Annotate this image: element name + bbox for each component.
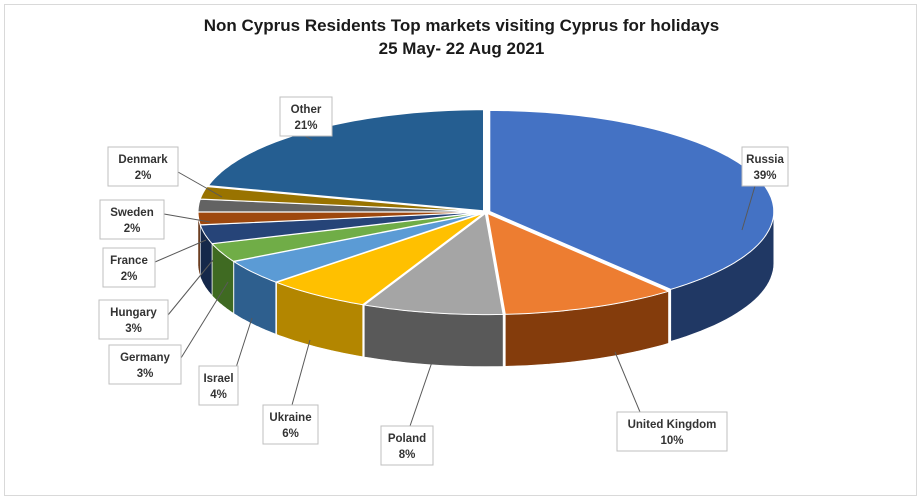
leader-line-sweden: [163, 213, 211, 223]
label-france: France 2%: [102, 239, 207, 288]
leader-line-germany: [180, 281, 229, 359]
label-percent-russia: 39%: [753, 170, 776, 182]
label-name-united-kingdom: United Kingdom: [628, 419, 717, 431]
label-box-france: [102, 247, 156, 288]
label-name-denmark: Denmark: [118, 154, 168, 166]
label-percent-other: 21%: [294, 120, 317, 132]
pie-labels: Russia 39% United Kingdom 10% Poland 8% Ukrain…: [98, 96, 789, 466]
label-israel: Israel 4%: [198, 317, 253, 406]
slice-hungary: [199, 211, 483, 245]
slice-israel: [232, 212, 483, 283]
label-denmark: Denmark 2%: [107, 146, 223, 198]
label-germany: Germany 3%: [108, 281, 229, 385]
slice-ukraine: [275, 212, 484, 306]
label-percent-germany: 3%: [137, 368, 154, 380]
leader-line-united-kingdom: [614, 351, 641, 413]
label-percent-sweden: 2%: [124, 223, 141, 235]
label-name-ukraine: Ukraine: [269, 412, 311, 424]
label-name-israel: Israel: [203, 373, 233, 385]
label-box-poland: [380, 425, 434, 466]
leader-line-poland: [409, 361, 433, 427]
label-poland: Poland 8%: [380, 361, 434, 466]
label-box-israel: [198, 365, 239, 406]
label-name-russia: Russia: [746, 154, 784, 166]
label-name-france: France: [110, 255, 148, 267]
label-box-other: [279, 96, 333, 137]
label-box-sweden: [99, 199, 165, 240]
label-name-hungary: Hungary: [110, 307, 157, 319]
leader-line-other: [304, 135, 313, 141]
slice-poland: [363, 212, 504, 316]
label-percent-poland: 8%: [399, 449, 416, 461]
label-percent-ukraine: 6%: [282, 428, 299, 440]
label-box-denmark: [107, 146, 179, 187]
label-box-germany: [108, 344, 182, 385]
pie-tops: [197, 109, 775, 316]
chart-subtitle: 25 May- 22 Aug 2021: [378, 39, 545, 58]
label-other: Other 21%: [279, 96, 333, 141]
label-name-sweden: Sweden: [110, 207, 153, 219]
chart-title: Non Cyprus Residents Top markets visitin…: [203, 16, 720, 35]
label-sweden: Sweden 2%: [99, 199, 211, 240]
label-percent-france: 2%: [121, 271, 138, 283]
leader-line-ukraine: [291, 339, 311, 406]
chart-title-block: Non Cyprus Residents Top markets visitin…: [0, 14, 923, 60]
slice-united-kingdom: [486, 212, 670, 315]
label-name-other: Other: [291, 104, 322, 116]
label-name-poland: Poland: [388, 433, 426, 445]
label-box-hungary: [98, 299, 169, 340]
leader-line-hungary: [167, 259, 214, 316]
label-percent-hungary: 3%: [125, 323, 142, 335]
label-percent-israel: 4%: [210, 389, 227, 401]
label-box-united-kingdom: [616, 411, 728, 452]
label-box-ukraine: [262, 404, 319, 445]
leader-line-france: [154, 239, 207, 263]
label-ukraine: Ukraine 6%: [262, 339, 319, 445]
label-russia: Russia 39%: [741, 146, 789, 231]
slice-france: [197, 211, 483, 226]
label-name-germany: Germany: [120, 352, 170, 364]
slice-germany: [211, 212, 483, 262]
slice-denmark: [199, 186, 483, 213]
label-united-kingdom: United Kingdom 10%: [614, 351, 728, 452]
label-percent-united-kingdom: 10%: [660, 435, 683, 447]
label-box-russia: [741, 146, 789, 187]
leader-line-denmark: [177, 171, 223, 198]
label-hungary: Hungary 3%: [98, 259, 214, 340]
label-percent-denmark: 2%: [135, 170, 152, 182]
leader-line-russia: [741, 185, 756, 231]
